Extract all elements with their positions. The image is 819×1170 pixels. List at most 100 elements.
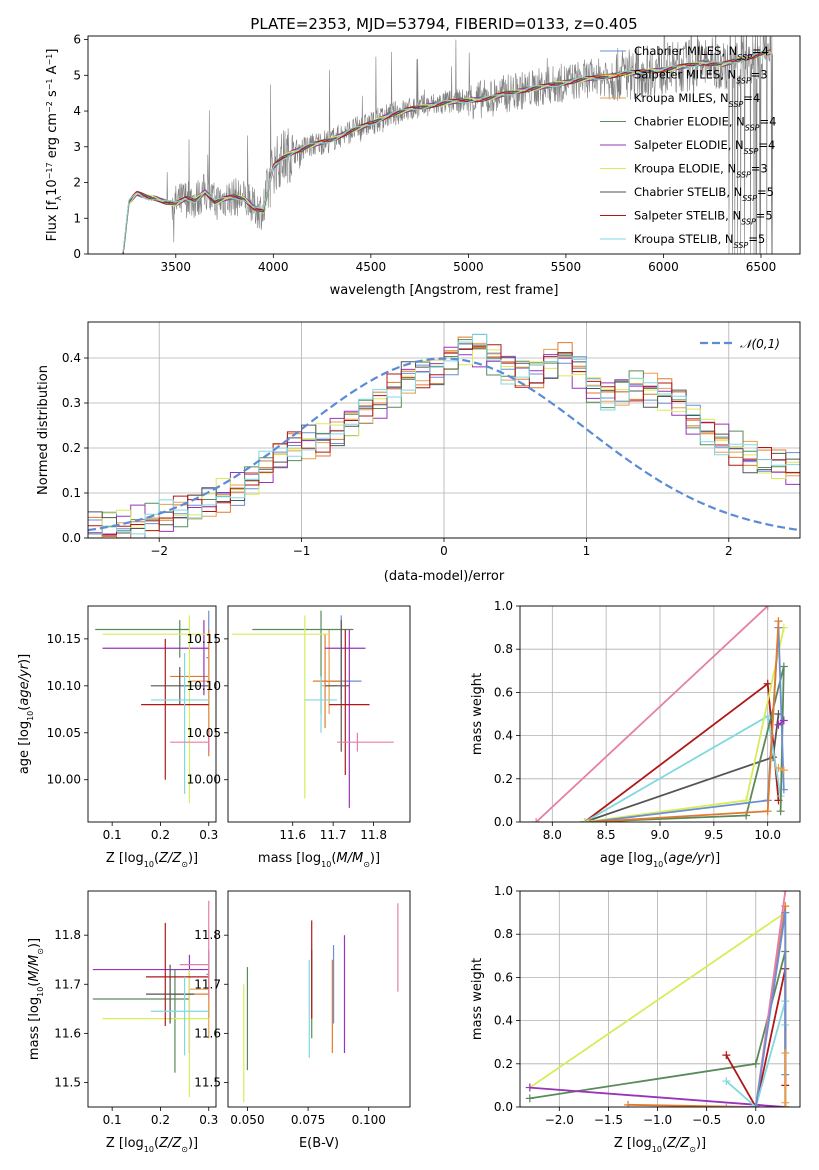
x-tick-label: 5500	[551, 260, 582, 274]
normal-curve	[88, 357, 798, 532]
y-axis-label: Flux [fλ10−17 erg cm−2 s−1 A−1]	[45, 49, 63, 242]
spectrum-legend: Chabrier MILES, NSSP=4 Salpeter MILES, NS…	[600, 44, 776, 250]
legend-entry-s_stelib: Salpeter STELIB, NSSP=5	[634, 209, 773, 227]
x-tick-label: 2	[725, 544, 733, 558]
y-tick-label: 3	[73, 140, 81, 154]
legend-entry-s_elodie: Salpeter ELODIE, NSSP=4	[634, 138, 775, 156]
x-tick-label: 0.2	[151, 828, 170, 842]
y-tick-label: 5	[73, 68, 81, 82]
z-age-axes: 0.1 0.2 0.3 10.00 10.05 10.10 10.15 Z [log10(Z/…	[17, 605, 218, 869]
ebv-mass-axes: 0.050 0.075 0.100 11.5 11.6 11.7 11.8 E(B-V)	[194, 890, 411, 1151]
y-axis-label: mass weight	[470, 673, 485, 755]
x-axis-label: (data-model)/error	[384, 569, 505, 584]
weight-marker-k_stelib	[722, 1077, 731, 1086]
axes-frame	[87, 890, 217, 1108]
x-tick-label: −1.0	[643, 1113, 672, 1127]
y-axis-label: Normed distribution	[36, 365, 51, 495]
x-axis-label: wavelength [Angstrom, rest frame]	[330, 283, 559, 298]
y-tick-label: 0.2	[62, 441, 81, 455]
y-tick-label: 11.6	[54, 1026, 81, 1040]
weight-marker-k_miles	[774, 764, 783, 772]
y-axis-label: mass weight	[470, 958, 485, 1040]
y-tick-label: 11.5	[194, 1075, 221, 1089]
y-tick-label: 0.3	[62, 396, 81, 410]
legend-entry-k_stelib: Kroupa STELIB, NSSP=5	[634, 232, 765, 250]
y-tick-label: 0.4	[494, 729, 513, 743]
age-weight-axes: 8.0 8.5 9.0 9.5 10.0 0.0 0.2 0.4 0.6 0.8 1.0 age [l…	[470, 599, 801, 869]
model-spectrum-k_elodie	[122, 52, 771, 254]
x-tick-label: 11.7	[320, 828, 347, 842]
z-weight-axes: −2.0 −1.5 −1.0 −0.5 0.0 0.0 0.2 0.4 0.6 0.8 1.0 Z […	[470, 884, 801, 1154]
weight-marker-k_elodie	[580, 818, 589, 822]
weight-marker-s_elodie	[779, 716, 788, 725]
x-axis-label: Z [log10(Z/Z⊙)]	[106, 851, 198, 869]
y-tick-label: 0.0	[494, 815, 513, 829]
x-tick-label: 0.100	[352, 1113, 386, 1127]
figure-title: PLATE=2353, MJD=53794, FIBERID=0133, z=0…	[250, 15, 637, 33]
y-tick-label: 10.05	[187, 726, 221, 740]
hist-plot-area	[88, 333, 800, 538]
y-tick-label: 0.2	[494, 1057, 513, 1071]
y-tick-label: 10.00	[187, 773, 221, 787]
hist-axes: −2 −1 0 1 2 0.0 0.1 0.2 0.3 0.4 𝒩(0,1) (data-model)…	[36, 321, 801, 584]
y-tick-label: 0.4	[62, 351, 81, 365]
x-tick-label: 3500	[161, 260, 192, 274]
y-tick-label: 0.4	[494, 1014, 513, 1028]
weight-line-c_miles	[754, 912, 787, 1107]
z-weight-plot-area	[525, 891, 790, 1107]
y-tick-label: 10.05	[47, 726, 81, 740]
legend-entry-k_miles: Kroupa MILES, NSSP=4	[634, 91, 760, 109]
x-tick-label: 6000	[648, 260, 679, 274]
y-tick-label: 11.8	[194, 928, 221, 942]
weight-marker-c_elodie	[776, 807, 785, 816]
weight-marker-pink	[781, 891, 790, 895]
y-tick-label: 0.2	[494, 772, 513, 786]
mass-age-axes: 11.6 11.7 11.8 10.00 10.05 10.10 10.15 mass [lo…	[187, 605, 411, 869]
y-tick-label: 0.6	[494, 970, 513, 984]
y-tick-label: 1.0	[494, 599, 513, 613]
x-tick-label: 8.5	[597, 828, 616, 842]
mass-age-plot-area	[232, 610, 394, 808]
weight-marker-c_miles	[781, 908, 790, 917]
y-tick-label: 10.00	[47, 773, 81, 787]
y-tick-label: 11.8	[54, 928, 81, 942]
y-tick-label: 10.10	[187, 679, 221, 693]
weight-marker-pink	[763, 606, 772, 610]
z-mass-axes: 0.1 0.2 0.3 11.5 11.6 11.7 11.8 Z [log10(Z/Z⊙)]…	[27, 890, 218, 1154]
weight-marker-s_miles	[763, 807, 772, 816]
y-tick-label: 0.1	[62, 486, 81, 500]
x-tick-label: 0.2	[151, 1113, 170, 1127]
y-tick-label: 10.15	[47, 632, 81, 646]
weight-marker-s_elodie	[525, 1083, 534, 1092]
x-tick-label: 0.050	[230, 1113, 264, 1127]
weight-line-s_elodie	[529, 1086, 786, 1107]
legend-entry-c_miles: Chabrier MILES, NSSP=4	[634, 44, 769, 62]
weight-marker-s_stelib	[763, 679, 772, 688]
x-tick-label: 6500	[746, 260, 777, 274]
y-tick-label: 0.8	[494, 642, 513, 656]
model-spectrum-s_elodie	[122, 53, 771, 254]
y-tick-label: 11.7	[194, 977, 221, 991]
histogram-c_stelib	[88, 343, 800, 534]
legend-entry-s_miles: Salpeter MILES, NSSP=3	[634, 68, 768, 86]
x-axis-label: E(B-V)	[299, 1136, 339, 1151]
x-tick-label: 4500	[356, 260, 387, 274]
x-tick-label: 8.0	[543, 828, 562, 842]
y-tick-label: 0.8	[494, 927, 513, 941]
ebv-mass-plot-area	[243, 903, 399, 1103]
spectrum-axes: 3500 4000 4500 5000 5500 6000 6500 0 1 2 3 4 5 6 Chabr…	[45, 33, 801, 298]
x-tick-label: 0	[440, 544, 448, 558]
legend-entry-normal: 𝒩(0,1)	[740, 337, 780, 351]
y-tick-label: 0.0	[62, 531, 81, 545]
axes-frame	[87, 605, 217, 823]
y-tick-label: 4	[73, 104, 81, 118]
weight-marker-c_elodie	[779, 662, 788, 671]
y-tick-label: 2	[73, 176, 81, 190]
x-tick-label: 0.3	[199, 828, 218, 842]
y-tick-label: 0.0	[494, 1100, 513, 1114]
legend-entry-k_elodie: Kroupa ELODIE, NSSP=3	[634, 162, 768, 180]
x-axis-label: Z [log10(Z/Z⊙)]	[106, 1136, 198, 1154]
x-tick-label: 0.075	[291, 1113, 325, 1127]
x-tick-label: −0.5	[692, 1113, 721, 1127]
